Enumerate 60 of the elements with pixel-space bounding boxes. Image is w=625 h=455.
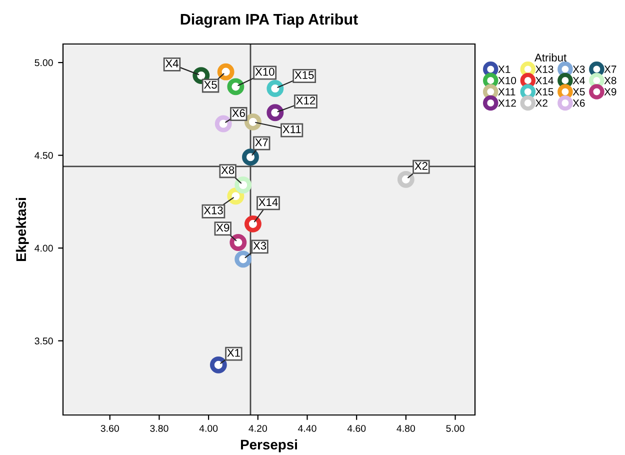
y-axis-title: Ekpektasi: [16, 198, 29, 261]
y-tick-label: 3.50: [34, 338, 53, 344]
legend-label: X13: [535, 66, 554, 73]
legend-label: X11: [498, 88, 516, 96]
text: X10: [255, 68, 274, 76]
text: X8: [221, 166, 234, 174]
point: [230, 234, 247, 251]
x-tick-label: 3.80: [150, 424, 168, 432]
point: [397, 170, 414, 188]
point: [242, 148, 259, 166]
x-tick-label: 4.20: [248, 424, 267, 432]
point: [214, 115, 232, 132]
legend-label: X2: [535, 99, 548, 107]
point: [227, 78, 244, 96]
point: [266, 80, 284, 97]
legend-label: X5: [572, 88, 585, 96]
text: X9: [216, 224, 230, 232]
text: X12: [296, 96, 316, 104]
y-tick-label: 4.50: [34, 152, 53, 159]
point: [266, 104, 284, 122]
legend-label: X7: [604, 66, 616, 73]
legend-label: X14: [535, 76, 554, 84]
legend-label: X4: [572, 76, 585, 84]
legend-label: X12: [498, 99, 516, 107]
point: [210, 356, 227, 374]
point: [244, 113, 262, 130]
text: X14: [258, 198, 278, 206]
x-axis-title: Persepsi: [240, 439, 297, 452]
text: X13: [204, 206, 223, 214]
text: X1: [227, 349, 240, 357]
text: X5: [204, 80, 217, 89]
legend-label: X10: [498, 76, 516, 84]
y-tick-label: 4.00: [34, 244, 53, 252]
text: X2: [414, 162, 428, 170]
text: X11: [282, 125, 301, 134]
legend-label: X6: [572, 99, 585, 107]
text: X7: [255, 138, 268, 146]
legend-label: X8: [604, 76, 616, 84]
x-tick-label: 4.00: [199, 424, 218, 432]
legend-label: X9: [604, 88, 616, 96]
x-tick-label: 4.60: [347, 424, 366, 432]
legend-title: Atribut: [534, 53, 567, 62]
point: [217, 63, 234, 80]
y-tick-label: 5.00: [34, 59, 53, 66]
x-tick-label: 5.00: [446, 424, 464, 432]
x-tick-label: 4.40: [298, 424, 316, 432]
text: X6: [232, 109, 245, 118]
text: X4: [165, 60, 178, 68]
point: [234, 250, 252, 268]
chart-title: Diagram IPA Tiap Atribut: [180, 13, 358, 28]
legend-label: X1: [498, 66, 510, 73]
x-tick-label: 4.80: [396, 424, 416, 432]
text: X3: [253, 242, 266, 250]
point: [234, 176, 252, 194]
point: [244, 215, 262, 232]
point: [227, 188, 244, 205]
text: X15: [294, 71, 314, 80]
legend-label: X15: [535, 88, 554, 96]
legend-label: X3: [572, 66, 585, 73]
x-tick-label: 3.60: [100, 424, 119, 432]
